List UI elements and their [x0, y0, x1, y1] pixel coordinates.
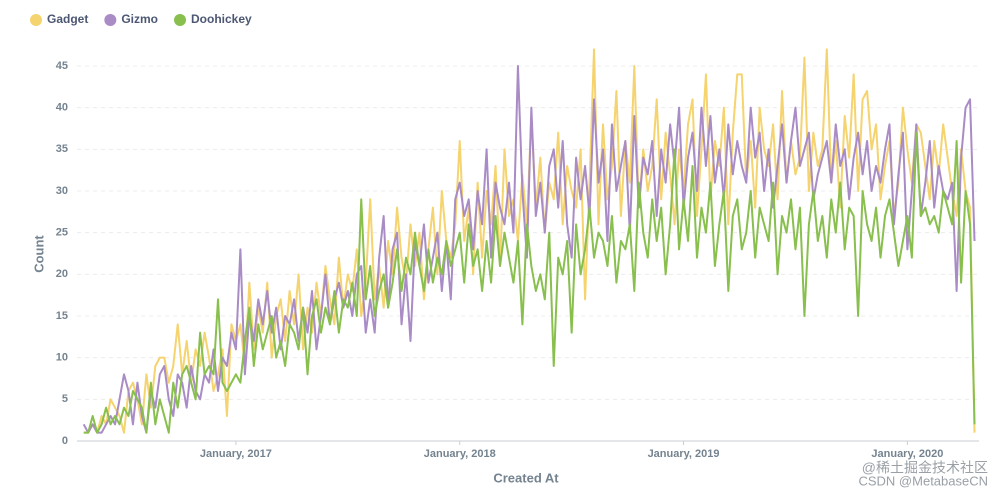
y-tick-label: 25 [56, 227, 68, 239]
y-tick-label: 10 [56, 352, 68, 364]
y-tick-label: 5 [62, 393, 68, 405]
legend-label: Doohickey [191, 12, 252, 26]
x-tick-label: January, 2019 [648, 448, 720, 460]
legend-item: Doohickey [174, 12, 252, 26]
y-tick-label: 45 [56, 60, 68, 72]
legend-swatch [174, 14, 187, 26]
series-line [82, 65, 976, 434]
y-tick-label: 40 [56, 102, 68, 114]
legend-label: Gadget [47, 12, 88, 26]
y-tick-label: 35 [56, 143, 68, 155]
x-tick-label: January, 2020 [871, 448, 943, 460]
legend-item: Gizmo [104, 12, 158, 26]
watermark: CSDN @MetabaseCN [858, 473, 988, 488]
legend-item: Gadget [30, 12, 88, 26]
y-tick-label: 30 [56, 185, 68, 197]
y-tick-label: 15 [56, 310, 68, 322]
watermark: @稀土掘金技术社区 [862, 460, 988, 476]
legend-label: Gizmo [121, 12, 158, 26]
x-tick-label: January, 2018 [424, 448, 496, 460]
y-axis-label: Count [31, 235, 46, 273]
y-tick-label: 0 [62, 435, 68, 447]
y-tick-label: 20 [56, 268, 68, 280]
legend-swatch [104, 14, 117, 26]
x-axis-label: Created At [493, 470, 559, 485]
series-line [83, 131, 976, 434]
legend-swatch [30, 14, 42, 26]
x-tick-label: January, 2017 [200, 448, 272, 460]
